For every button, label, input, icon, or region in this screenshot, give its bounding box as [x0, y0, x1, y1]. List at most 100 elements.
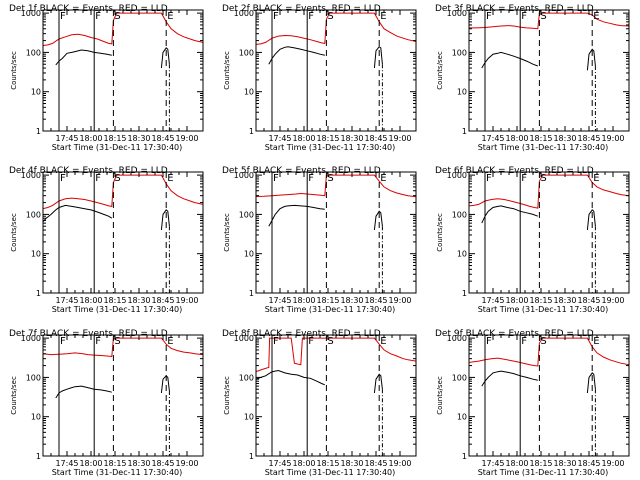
marker-label: F — [60, 11, 66, 22]
x-axis-label: Start Time (31-Dec-11 17:30:40) — [478, 305, 609, 314]
marker-label: E — [593, 173, 599, 184]
plot-frame — [255, 9, 417, 132]
x-axis-label: Start Time (31-Dec-11 17:30:40) — [265, 305, 396, 314]
y-axis-label: Counts/sec — [436, 213, 444, 252]
panel-title: Det 4f BLACK = Events, RED = LLD — [9, 166, 168, 176]
y-tick-label: 1000 — [447, 9, 467, 18]
x-tick-label: 18:00 — [292, 134, 315, 143]
y-tick-label: 1 — [462, 127, 467, 136]
x-axis-label: Start Time (31-Dec-11 17:30:40) — [52, 305, 183, 314]
x-tick-label: 19:00 — [175, 134, 198, 143]
x-tick-label: 17:45 — [55, 459, 78, 468]
x-axis-label: Start Time (31-Dec-11 17:30:40) — [478, 468, 609, 477]
marker-label: S — [327, 11, 333, 22]
marker-label: F — [95, 336, 101, 347]
events-series-line — [268, 46, 325, 65]
marker-label: E — [167, 336, 173, 347]
marker-label: S — [327, 336, 333, 347]
plot-frame — [468, 334, 630, 457]
y-axis-label: Counts/sec — [10, 376, 18, 415]
events-series-line — [586, 372, 596, 394]
x-tick-label: 18:30 — [340, 134, 363, 143]
x-tick-label: 18:15 — [316, 459, 339, 468]
plot-frame — [255, 171, 417, 294]
y-axis-label: Counts/sec — [436, 51, 444, 90]
plot-area — [256, 10, 416, 131]
plot-frame — [468, 9, 630, 132]
x-axis-label: Start Time (31-Dec-11 17:30:40) — [265, 143, 396, 152]
y-tick-label: 100 — [239, 210, 254, 219]
x-tick-label: 18:00 — [79, 134, 102, 143]
x-tick-label: 18:00 — [292, 296, 315, 305]
panel-title: Det 6f BLACK = Events, RED = LLD — [435, 166, 594, 176]
y-tick-label: 1000 — [234, 171, 254, 180]
events-series-line — [43, 204, 113, 223]
x-tick-label: 18:45 — [364, 134, 387, 143]
y-tick-label: 1000 — [447, 171, 467, 180]
x-tick-label: 17:45 — [55, 296, 78, 305]
plot-area — [469, 10, 629, 131]
lld-series-line — [469, 337, 629, 367]
plot-area — [469, 335, 629, 456]
marker-label: F — [273, 11, 279, 22]
x-tick-label: 18:45 — [577, 296, 600, 305]
lld-series-line — [256, 12, 416, 45]
y-tick-label: 1 — [249, 452, 254, 461]
x-tick-label: 18:45 — [577, 459, 600, 468]
y-tick-label: 1 — [462, 452, 467, 461]
lld-series-line — [256, 337, 416, 373]
y-tick-label: 1000 — [21, 171, 41, 180]
x-tick-label: 18:30 — [127, 134, 150, 143]
plot-area — [256, 172, 416, 293]
x-tick-label: 18:15 — [529, 296, 552, 305]
y-tick-label: 1 — [249, 289, 254, 298]
y-axis-label: Counts/sec — [223, 213, 231, 252]
x-tick-label: 19:00 — [388, 459, 411, 468]
marker-label: F — [521, 173, 527, 184]
panel-title: Det 3f BLACK = Events, RED = LLD — [435, 4, 594, 14]
y-tick-label: 10 — [244, 88, 254, 97]
plot-area — [43, 335, 203, 456]
panel-title: Det 1f BLACK = Events, RED = LLD — [9, 4, 168, 14]
events-series-line — [481, 205, 538, 224]
marker-label: S — [114, 336, 120, 347]
marker-label: F — [308, 11, 314, 22]
y-tick-label: 1000 — [234, 9, 254, 18]
panel-title: Det 2f BLACK = Events, RED = LLD — [222, 4, 381, 14]
x-tick-label: 19:00 — [388, 296, 411, 305]
x-tick-label: 18:45 — [151, 134, 174, 143]
x-tick-label: 18:00 — [79, 296, 102, 305]
marker-label: F — [486, 336, 492, 347]
x-tick-label: 18:30 — [553, 134, 576, 143]
x-tick-label: 17:45 — [481, 296, 504, 305]
panel-title: Det 8f BLACK = Events, RED = LLD — [222, 329, 381, 339]
plot-area — [43, 172, 203, 293]
marker-label: F — [521, 11, 527, 22]
x-axis-label: Start Time (31-Dec-11 17:30:40) — [478, 143, 609, 152]
y-tick-label: 10 — [31, 413, 41, 422]
x-tick-label: 18:45 — [364, 296, 387, 305]
plot-frame — [42, 334, 204, 457]
y-tick-label: 100 — [26, 373, 41, 382]
y-axis-label: Counts/sec — [223, 376, 231, 415]
marker-label: S — [540, 173, 546, 184]
y-tick-label: 1000 — [234, 334, 254, 343]
x-tick-label: 19:00 — [601, 296, 624, 305]
events-series-line — [373, 46, 383, 69]
y-tick-label: 1000 — [21, 9, 41, 18]
marker-label: F — [308, 173, 314, 184]
x-tick-label: 19:00 — [601, 459, 624, 468]
x-tick-label: 18:45 — [364, 459, 387, 468]
x-tick-label: 18:15 — [103, 459, 126, 468]
y-tick-label: 1000 — [21, 334, 41, 343]
marker-label: F — [521, 336, 527, 347]
y-tick-label: 100 — [452, 210, 467, 219]
marker-label: F — [486, 173, 492, 184]
x-tick-label: 17:45 — [481, 459, 504, 468]
x-tick-label: 18:00 — [505, 459, 528, 468]
